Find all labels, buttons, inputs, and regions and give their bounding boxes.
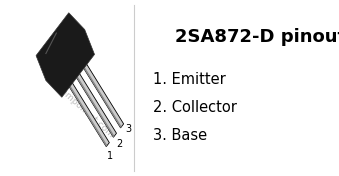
Text: 1: 1 [107, 151, 114, 161]
Polygon shape [67, 79, 109, 147]
Polygon shape [81, 60, 124, 128]
Text: 2: 2 [116, 139, 123, 149]
Polygon shape [67, 81, 107, 147]
Text: 2SA872-D pinout: 2SA872-D pinout [175, 28, 339, 46]
Polygon shape [74, 69, 117, 137]
Text: 3. Base: 3. Base [153, 128, 207, 143]
Polygon shape [36, 13, 95, 97]
Polygon shape [81, 63, 122, 128]
Polygon shape [74, 72, 115, 137]
Text: el-component.com: el-component.com [46, 76, 116, 140]
Text: 1. Emitter: 1. Emitter [153, 72, 225, 87]
Text: 2. Collector: 2. Collector [153, 100, 236, 115]
Text: 3: 3 [126, 124, 132, 134]
